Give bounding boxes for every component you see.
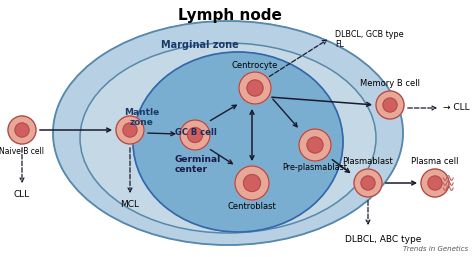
Circle shape <box>116 116 144 144</box>
Text: Naive B cell: Naive B cell <box>0 147 45 156</box>
Circle shape <box>239 72 271 104</box>
Circle shape <box>307 137 323 153</box>
Text: MCL: MCL <box>120 200 139 209</box>
Text: Germinal
center: Germinal center <box>175 155 221 175</box>
Ellipse shape <box>80 43 376 233</box>
Text: CLL: CLL <box>14 190 30 199</box>
Text: Lymph node: Lymph node <box>178 8 282 23</box>
Circle shape <box>244 175 261 191</box>
Text: Centrocyte: Centrocyte <box>232 61 278 70</box>
Circle shape <box>376 91 404 119</box>
Circle shape <box>123 123 137 137</box>
Text: DLBCL, ABC type: DLBCL, ABC type <box>345 235 421 244</box>
Circle shape <box>180 120 210 150</box>
Text: GC B cell: GC B cell <box>175 128 217 137</box>
Circle shape <box>15 123 29 137</box>
Circle shape <box>383 98 397 112</box>
Text: Centroblast: Centroblast <box>228 202 276 211</box>
Circle shape <box>247 80 263 96</box>
Text: Trends in Genetics: Trends in Genetics <box>403 246 468 252</box>
Circle shape <box>235 166 269 200</box>
Text: Memory B cell: Memory B cell <box>360 79 420 88</box>
Text: Pre-plasmablast: Pre-plasmablast <box>283 163 347 172</box>
Circle shape <box>299 129 331 161</box>
Circle shape <box>8 116 36 144</box>
Ellipse shape <box>53 21 403 245</box>
Text: Plasma cell: Plasma cell <box>411 157 459 166</box>
Text: → CLL: → CLL <box>443 104 470 113</box>
Circle shape <box>421 169 449 197</box>
Circle shape <box>354 169 382 197</box>
Circle shape <box>188 127 202 142</box>
Text: Plasmablast: Plasmablast <box>343 157 393 166</box>
Circle shape <box>428 176 442 190</box>
Text: Marginal zone: Marginal zone <box>161 40 239 50</box>
Text: DLBCL, GCB type
FL: DLBCL, GCB type FL <box>335 30 404 49</box>
Text: Mantle
zone: Mantle zone <box>124 108 160 127</box>
Circle shape <box>361 176 375 190</box>
Ellipse shape <box>133 52 343 232</box>
